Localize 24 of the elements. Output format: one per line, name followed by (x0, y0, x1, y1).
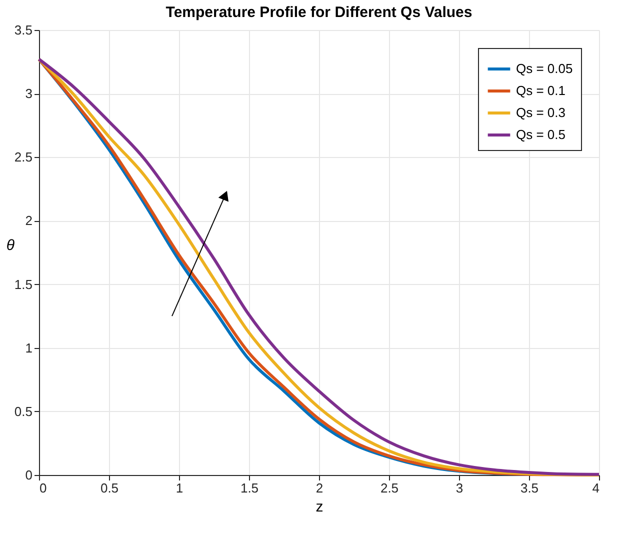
y-tick-label: 1.5 (14, 276, 32, 292)
chart-title: Temperature Profile for Different Qs Values (166, 4, 472, 21)
y-tick-label: 0.5 (14, 404, 32, 419)
y-tick-label: 3.5 (14, 22, 32, 38)
legend-label: Qs = 0.3 (516, 105, 566, 120)
x-tick-label: 0.5 (100, 480, 119, 496)
y-tick-label: 0 (25, 468, 32, 482)
x-tick-label: 0 (40, 480, 47, 496)
y-tick-label: 2.5 (14, 150, 32, 165)
y-axis-title: θ (6, 237, 14, 254)
x-tick-label: 3 (456, 480, 464, 496)
y-tick-label: 3 (25, 86, 32, 102)
x-axis-title: z (316, 498, 324, 516)
x-tick-label: 1 (176, 480, 184, 496)
y-tick-label: 1 (25, 340, 32, 356)
legend-label: Qs = 0.1 (516, 83, 566, 98)
legend-label: Qs = 0.5 (516, 127, 566, 142)
x-tick-label: 2.5 (380, 480, 399, 496)
y-tick-label: 2 (25, 213, 32, 228)
x-tick-label: 1.5 (240, 480, 259, 496)
x-tick-label: 3.5 (520, 480, 539, 496)
x-tick-label: 4 (592, 480, 600, 496)
legend-label: Qs = 0.05 (516, 61, 573, 76)
x-tick-label: 2 (316, 480, 324, 496)
